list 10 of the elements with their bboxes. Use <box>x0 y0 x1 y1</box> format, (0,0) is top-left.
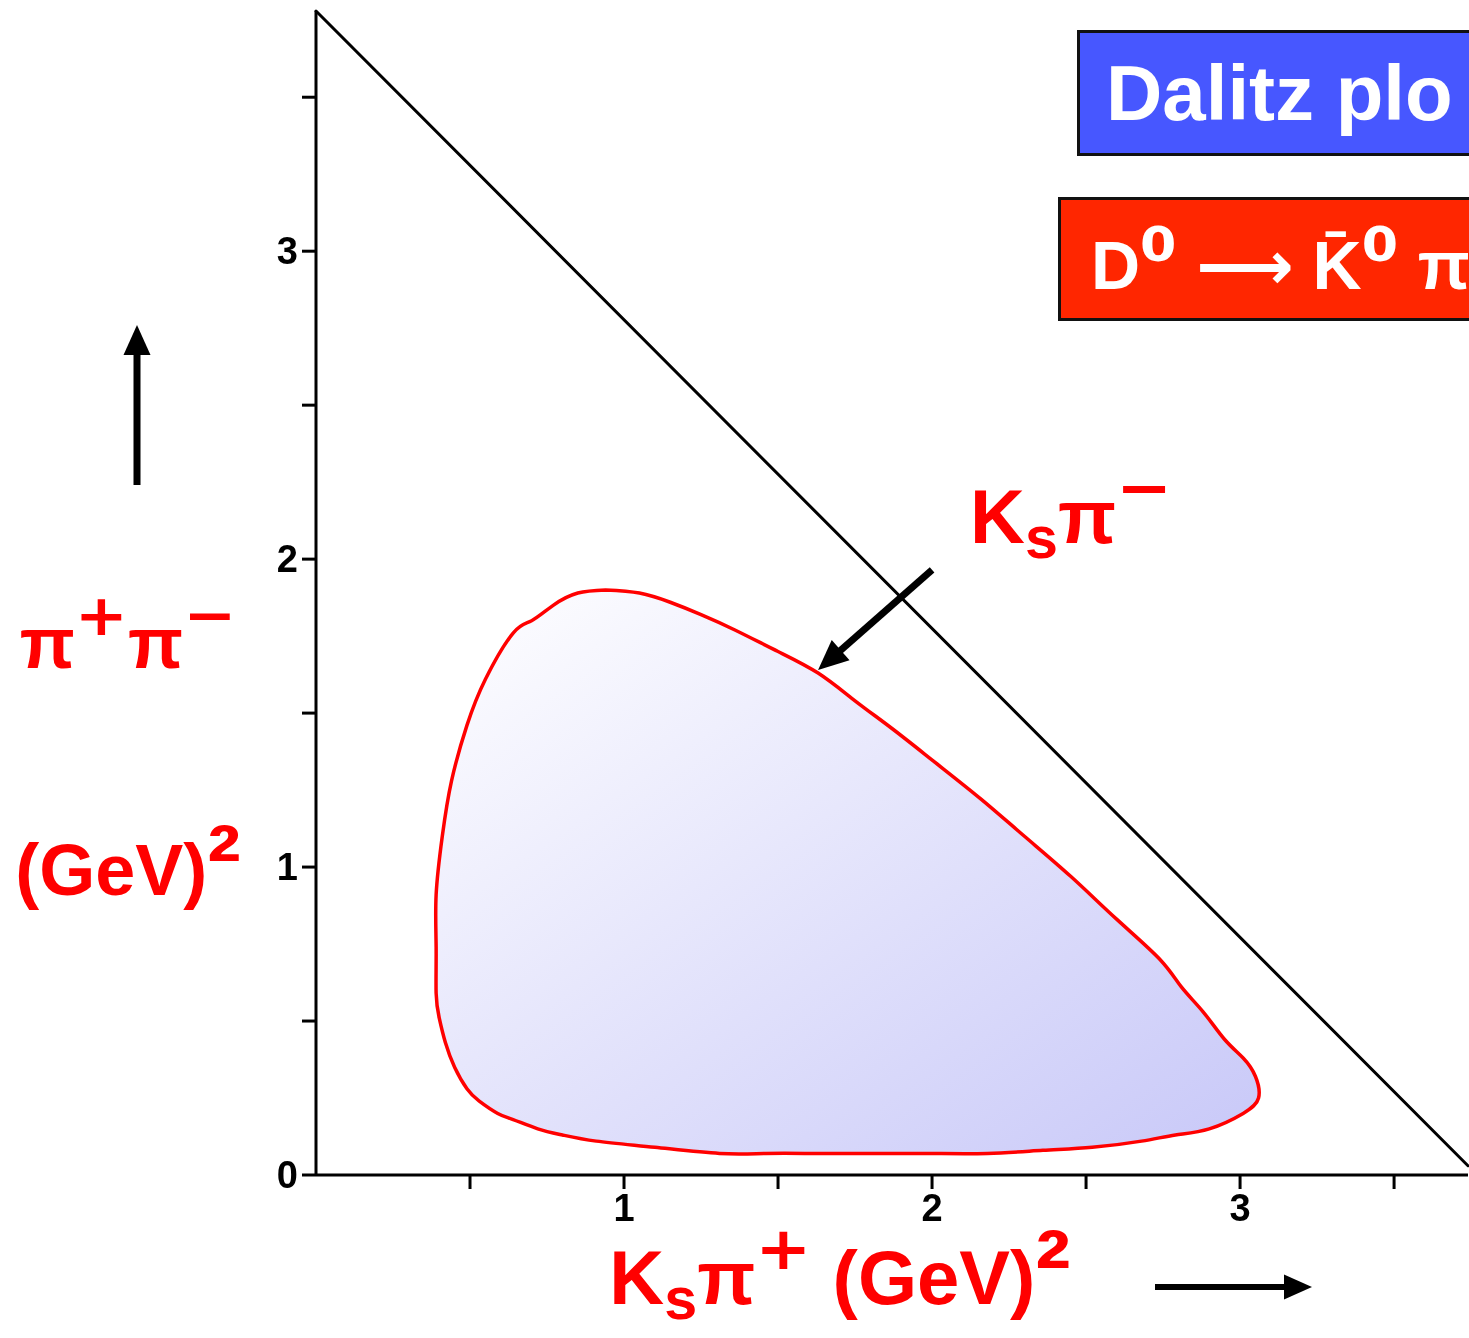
y-tick-label: 2 <box>276 538 298 581</box>
y-tick-label: 1 <box>276 846 298 889</box>
annotation: K$_{s}$π⁻ <box>970 446 1173 571</box>
text: D⁰ ⟶ K̄⁰ π <box>1091 211 1469 307</box>
x-tick-label: 2 <box>921 1187 943 1229</box>
y-tick-label: 0 <box>276 1154 298 1196</box>
text: Dalitz plo <box>1106 48 1453 137</box>
x-tick-label: 3 <box>1229 1187 1251 1229</box>
text: π⁺π⁻ (GeV)² <box>15 577 241 916</box>
y-tick-label: 3 <box>276 230 298 273</box>
